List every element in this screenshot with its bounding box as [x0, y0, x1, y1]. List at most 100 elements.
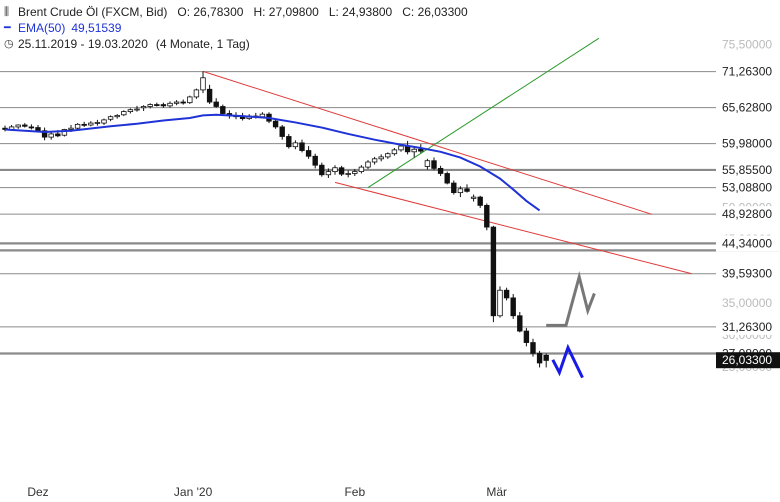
level-label-bg — [716, 318, 780, 335]
last-price-bg — [716, 352, 780, 369]
trendline-green — [367, 37, 600, 188]
candle-body — [286, 136, 292, 148]
candle-body — [365, 161, 371, 168]
level-label-bg — [716, 235, 780, 252]
candle-body — [88, 122, 94, 126]
candle-body — [371, 158, 378, 163]
candle-body — [444, 173, 450, 184]
candle-body — [358, 166, 365, 172]
candle-body — [55, 133, 61, 137]
candle-body — [74, 123, 81, 129]
x-tick-label: Mär — [486, 485, 507, 499]
x-tick-label: Dez — [27, 485, 48, 499]
candle-body — [424, 160, 431, 167]
candle-body — [398, 145, 404, 151]
projection-paths — [546, 270, 596, 379]
candle-body — [160, 104, 167, 107]
candle-body — [338, 167, 345, 175]
candle-body — [418, 148, 424, 152]
candle-body — [530, 342, 536, 354]
candle-body — [154, 104, 160, 106]
low-value: L: 24,93800 — [328, 5, 393, 19]
candle-body — [470, 196, 477, 199]
candlesticks — [2, 71, 549, 368]
candle-body — [213, 101, 219, 107]
candle-body — [187, 96, 193, 104]
level-label: 53,08800 — [722, 181, 772, 195]
candle-body — [510, 297, 516, 317]
candle-body — [391, 149, 398, 155]
high-value: H: 27,09800 — [253, 5, 319, 19]
y-tick-label: 75,50000 — [722, 38, 772, 52]
candle-body — [259, 113, 266, 118]
trendline-red_upper — [202, 70, 652, 215]
time-axis[interactable]: Dez Jan '20 Feb Mär — [27, 485, 507, 499]
last-price-label: 26,03300 — [722, 353, 772, 367]
legend-ohlc-row: ⫼ Brent Crude Öl (FXCM, Bid) O: 26,78300… — [4, 4, 468, 20]
candle-body — [503, 289, 510, 299]
candle-body — [451, 182, 457, 194]
level-label-bg — [716, 135, 780, 152]
candle-body — [332, 167, 338, 172]
candle-body — [431, 160, 437, 169]
candle-body — [200, 77, 206, 91]
line-icon: ━ — [4, 22, 11, 34]
candle-body — [167, 102, 173, 107]
candle-body — [101, 119, 107, 124]
projection-gray — [546, 270, 596, 327]
level-label: 59,98000 — [722, 137, 772, 151]
candle-body — [193, 89, 200, 98]
candle-body — [279, 126, 285, 137]
candle-body — [61, 129, 68, 136]
candle-body — [299, 142, 305, 151]
level-label: 39,59300 — [722, 267, 772, 281]
candle-body — [457, 188, 464, 194]
candle-body — [220, 106, 226, 114]
projection-blue — [551, 343, 584, 379]
level-label-bg — [716, 161, 780, 178]
y-tick-label: 35,00000 — [722, 296, 772, 310]
level-label-bg — [716, 179, 780, 196]
level-label: 71,26300 — [722, 65, 772, 79]
instrument-title[interactable]: Brent Crude Öl (FXCM, Bid) — [18, 5, 168, 19]
candle-body — [319, 164, 325, 176]
candle-body — [147, 104, 153, 107]
candle-body — [81, 123, 87, 126]
candle-body — [35, 127, 41, 132]
candle-body — [41, 130, 48, 138]
candle-body — [385, 153, 391, 158]
ema-line — [4, 113, 541, 212]
candle-body — [48, 133, 54, 138]
ema-value: 49,51539 — [71, 21, 122, 35]
candle-body — [378, 156, 384, 160]
legend-range-row: ◷ 25.11.2019 - 19.03.2020 (4 Monate, 1 T… — [4, 36, 468, 52]
x-tick-label: Feb — [344, 485, 365, 499]
candle-body — [543, 354, 549, 361]
candle-body — [345, 173, 351, 175]
candle-body — [140, 106, 147, 109]
candle-body — [464, 188, 470, 192]
ema-label[interactable]: EMA(50) — [18, 21, 66, 35]
candle-body — [305, 150, 312, 157]
candle-body — [490, 226, 497, 317]
open-value: O: 26,78300 — [177, 5, 244, 19]
price-axis[interactable]: 75,5000050,0000045,0000044,0000035,00000… — [716, 0, 780, 502]
candle-body — [477, 196, 483, 206]
trendline-red_lower — [334, 181, 692, 275]
candle-body — [114, 115, 120, 118]
candle-body — [180, 101, 186, 104]
candle-body — [484, 204, 490, 228]
candle-body — [536, 353, 543, 364]
candle-body — [523, 330, 530, 343]
level-label: 48,92800 — [722, 207, 772, 221]
candle-body — [127, 109, 134, 112]
level-label: 65,62800 — [722, 101, 772, 115]
level-label-bg — [716, 206, 780, 223]
level-label-bg — [716, 99, 780, 116]
ema-polyline — [4, 113, 541, 212]
candle-body — [411, 148, 417, 153]
candle-body — [497, 289, 503, 317]
range-span: (4 Monate, 1 Tag) — [155, 37, 250, 51]
candle-body — [173, 101, 180, 104]
